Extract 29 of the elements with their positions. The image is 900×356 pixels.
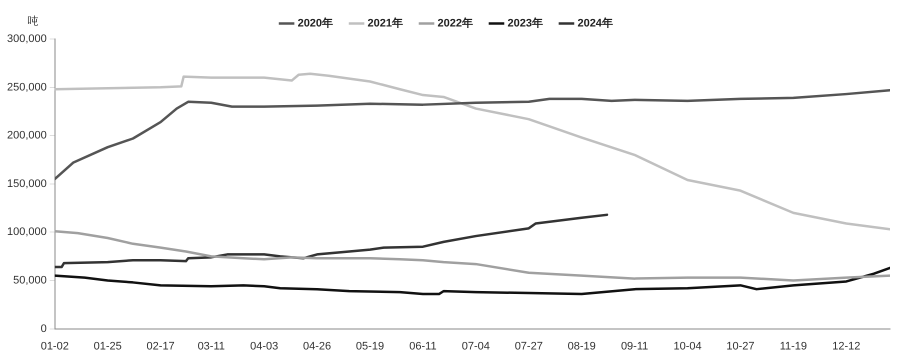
x-tick-label: 10-04 [673, 340, 702, 352]
legend-label: 2021年 [368, 16, 404, 30]
x-tick-label: 06-11 [409, 340, 437, 352]
y-tick-label: 100,000 [6, 226, 47, 238]
x-tick-label: 08-19 [568, 340, 596, 352]
x-tick-label: 11-19 [780, 340, 808, 352]
y-tick-label: 300,000 [6, 33, 47, 46]
x-tick-label: 07-04 [462, 340, 490, 352]
y-tick-label: 150,000 [6, 178, 47, 190]
legend-label: 2022年 [438, 16, 473, 30]
y-tick-label: 200,000 [6, 130, 47, 142]
legend-label: 2020年 [298, 16, 334, 30]
x-tick-label: 05-19 [356, 340, 384, 352]
y-tick-label: 50,000 [13, 274, 47, 287]
x-tick-label: 10-27 [726, 340, 755, 352]
x-tick-label: 07-27 [514, 340, 543, 352]
x-tick-label: 02-17 [146, 340, 175, 352]
y-tick-label: 250,000 [6, 81, 47, 94]
x-tick-label: 04-03 [250, 340, 278, 352]
legend-label: 2023年 [507, 16, 543, 30]
x-tick-label: 03-11 [198, 340, 225, 352]
y-tick-label: 0 [40, 322, 47, 335]
legend-label: 2024年 [577, 16, 613, 30]
x-tick-label: 04-26 [303, 340, 332, 352]
y-axis-title: 吨 [27, 14, 38, 28]
x-tick-label: 12-12 [832, 340, 860, 352]
x-tick-label: 01-25 [94, 340, 122, 352]
x-tick-label: 01-02 [40, 340, 69, 352]
x-tick-label: 09-11 [620, 340, 648, 352]
